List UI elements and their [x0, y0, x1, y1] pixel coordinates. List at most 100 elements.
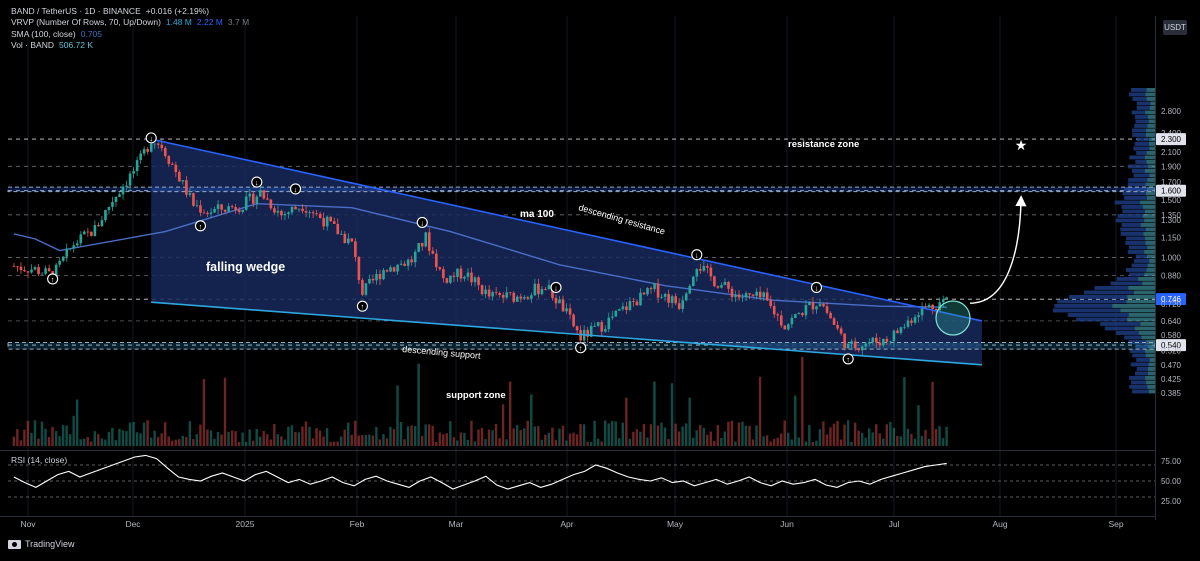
rsi-tick-label: 75.00: [1161, 457, 1182, 466]
candle-body: [185, 180, 188, 195]
candle-body: [723, 281, 727, 286]
candle-body: [371, 278, 375, 281]
volume-bar: [185, 436, 188, 446]
profile-bar-down: [1144, 155, 1155, 160]
profile-bar-down: [1145, 182, 1155, 187]
volume-bar: [139, 433, 142, 446]
star-icon: ★: [1015, 137, 1028, 153]
profile-bar-down: [1145, 92, 1155, 97]
candle-body: [603, 329, 607, 332]
profile-bar-down: [1149, 142, 1155, 146]
profile-bar-down: [1144, 250, 1155, 254]
volume-bar: [72, 415, 75, 446]
candle-body: [498, 292, 501, 295]
volume-bar: [153, 430, 156, 446]
volume-bar: [776, 437, 779, 446]
candle-body: [311, 212, 315, 214]
volume-bar: [653, 381, 656, 446]
volume-bar: [241, 432, 244, 446]
legend-symbol-row[interactable]: BAND / TetherUS · 1D · BINANCE +0.016 (+2…: [11, 6, 254, 17]
volume-bar: [758, 376, 762, 446]
profile-bar-down: [1143, 232, 1155, 236]
volume-bar: [30, 432, 33, 446]
volume-bar: [396, 385, 399, 446]
volume-bar: [882, 438, 885, 446]
volume-bar: [614, 421, 617, 446]
candle-body: [128, 173, 132, 186]
volume-bar: [325, 428, 329, 446]
legend-vol-row[interactable]: Vol · BAND 506.72 K: [11, 40, 254, 51]
volume-bar: [297, 432, 301, 446]
legend-vrvp-row[interactable]: VRVP (Number Of Rows, 70, Up/Down) 1.48 M…: [11, 17, 254, 28]
candle-body: [674, 296, 677, 304]
volume-bar: [54, 431, 58, 446]
candle-body: [16, 266, 19, 268]
candle-body: [730, 288, 734, 298]
candle-body: [72, 245, 76, 249]
volume-bar: [910, 433, 913, 446]
candle-body: [494, 292, 498, 294]
candle-body: [896, 330, 899, 333]
volume-bar: [808, 425, 811, 446]
candle-body: [910, 320, 913, 323]
profile-bar-down: [1142, 214, 1155, 218]
candle-body: [259, 190, 262, 197]
profile-bar-down: [1142, 205, 1155, 209]
pivot-marker-icon: [691, 249, 703, 261]
candle-body: [850, 341, 853, 344]
volume-bar: [375, 426, 378, 446]
volume-bar: [40, 421, 44, 446]
candle-body: [195, 205, 199, 207]
profile-bar-down: [1147, 385, 1155, 389]
vrvp-value-3: 3.7 M: [227, 17, 250, 28]
profile-bar-down: [1138, 277, 1155, 281]
candle-body: [867, 342, 871, 344]
price-tick-label: 0.470: [1161, 361, 1182, 370]
profile-bar-up: [1130, 362, 1149, 367]
candle-body: [575, 326, 579, 331]
target-arrow: [969, 195, 1027, 304]
candle-body: [410, 259, 413, 263]
rsi-legend[interactable]: RSI (14, close): [11, 455, 68, 465]
candle-body: [691, 276, 695, 286]
volume-bar: [899, 436, 903, 446]
candle-body: [375, 274, 378, 281]
legend-sma-row[interactable]: SMA (100, close) 0.705: [11, 29, 254, 40]
volume-bar: [371, 435, 375, 446]
volume-bar: [142, 422, 146, 446]
profile-bar-up: [1127, 182, 1146, 187]
candle-body: [283, 214, 287, 216]
chart-legend: BAND / TetherUS · 1D · BINANCE +0.016 (+2…: [11, 6, 254, 51]
candle-body: [470, 272, 473, 283]
candle-body: [589, 325, 593, 337]
profile-bar-up: [1122, 209, 1145, 214]
volume-bar: [709, 431, 712, 446]
price-tick-label: 2.100: [1161, 148, 1182, 157]
profile-bar-down: [1147, 178, 1155, 182]
profile-bar-up: [1125, 268, 1147, 272]
profile-bar-down: [1149, 106, 1155, 110]
volume-bar: [561, 425, 565, 446]
candle-body: [889, 341, 892, 343]
profile-bar-down: [1148, 344, 1155, 349]
currency-badge[interactable]: USDT: [1163, 20, 1187, 35]
candle-body: [744, 293, 748, 298]
candle-body: [273, 208, 276, 213]
candle-body: [519, 296, 523, 299]
candle-body: [202, 212, 206, 214]
price-tick-label: 0.425: [1161, 375, 1182, 384]
profile-bar-down: [1146, 160, 1155, 164]
profile-bar-down: [1146, 196, 1155, 200]
time-axis[interactable]: Nov Dec 2025 Feb Mar Apr May Jun Jul Aug Sep: [0, 516, 1155, 530]
volume-bar: [104, 439, 107, 446]
volume-bar: [839, 439, 843, 446]
volume-bar: [649, 424, 653, 446]
candle-body: [544, 288, 547, 290]
volume-bar: [593, 420, 596, 446]
pivot-marker-icon: [416, 216, 428, 228]
price-axis[interactable]: 2.8002.4002.3002.1001.9001.7001.6001.500…: [1155, 16, 1187, 520]
volume-bar: [801, 356, 804, 446]
profile-bar-up: [1132, 97, 1147, 101]
